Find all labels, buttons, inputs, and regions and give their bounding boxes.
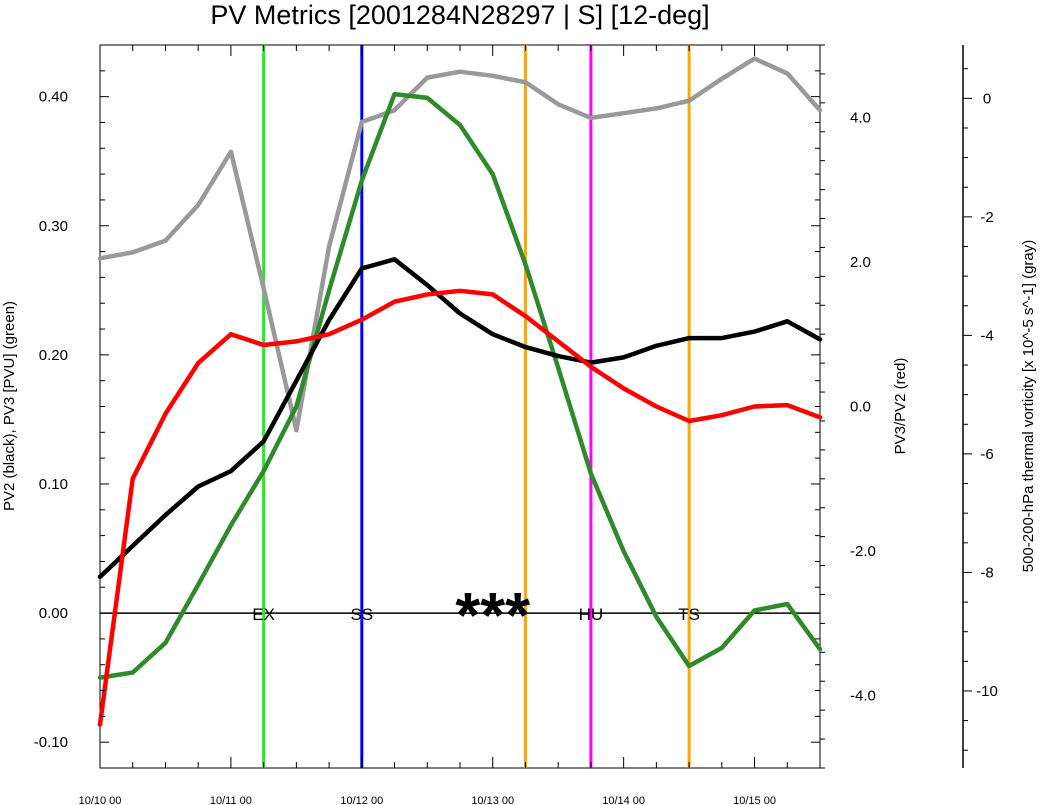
x-tick-label: 10/10 00 bbox=[79, 795, 122, 805]
x-tick-label: 10/11 00 bbox=[210, 795, 252, 805]
series-line-pv3-pv2 bbox=[97, 288, 823, 727]
far-right-axis: -10 -8 -6 -4 -2 0 bbox=[962, 45, 998, 768]
right-tick-label: -2.0 bbox=[850, 543, 876, 560]
plot-frame bbox=[99, 44, 821, 769]
right-tick-label: 4.0 bbox=[850, 109, 871, 126]
right-tick-label: -4.0 bbox=[850, 688, 876, 705]
left-axis-label: PV2 (black), PV3 [PVU] (green) bbox=[1, 301, 18, 511]
left-tick-label: 0.40 bbox=[39, 89, 68, 106]
far-right-tick-label: -6 bbox=[980, 446, 993, 463]
left-axis: -0.10 0.00 0.10 0.20 0.30 0.40 bbox=[34, 44, 820, 769]
plot-border bbox=[99, 44, 821, 769]
x-axis: 10/10 00 10/11 00 10/12 00 10/13 00 10/14 00… bbox=[79, 45, 821, 805]
left-tick-label: -0.10 bbox=[34, 734, 68, 751]
far-right-axis-label: 500-200-hPa thermal vorticity [x 10^-5 s… bbox=[1020, 240, 1037, 573]
series-line-thermal-vorticity bbox=[97, 56, 823, 433]
x-tick-label: 10/14 00 bbox=[602, 795, 645, 805]
chart-title: PV Metrics [2001284N28297 | S] [12-deg] bbox=[210, 0, 709, 30]
right-axis: -4.0 -2.0 0.0 2.0 4.0 bbox=[820, 44, 876, 769]
series-layer bbox=[97, 56, 823, 727]
left-tick-label: 0.30 bbox=[39, 218, 68, 235]
x-tick-label: 10/13 00 bbox=[471, 795, 514, 805]
far-right-tick-label: -2 bbox=[980, 209, 993, 226]
stage-label-hu: HU bbox=[579, 605, 604, 624]
labels-layer: EX SS HU TS *** bbox=[252, 579, 700, 651]
vertical-marker-lines bbox=[262, 45, 691, 768]
far-right-tick-label: 0 bbox=[983, 90, 991, 107]
x-tick-label: 10/12 00 bbox=[340, 795, 383, 805]
far-right-tick-label: -10 bbox=[976, 683, 998, 700]
stage-label-ss: SS bbox=[350, 605, 373, 624]
asterisk-marker: *** bbox=[455, 579, 530, 651]
right-axis-label: PV3/PV2 (red) bbox=[892, 358, 909, 455]
stage-label-ts: TS bbox=[678, 605, 700, 624]
left-tick-label: 0.20 bbox=[39, 347, 68, 364]
far-right-tick-label: -4 bbox=[980, 327, 993, 344]
left-tick-label: 0.00 bbox=[39, 605, 68, 622]
left-tick-label: 0.10 bbox=[39, 476, 68, 493]
far-right-tick-label: -8 bbox=[980, 564, 993, 581]
x-tick-label: 10/15 00 bbox=[733, 795, 776, 805]
right-tick-label: 0.0 bbox=[850, 399, 871, 416]
stage-label-ex: EX bbox=[252, 605, 275, 624]
right-tick-label: 2.0 bbox=[850, 254, 871, 271]
